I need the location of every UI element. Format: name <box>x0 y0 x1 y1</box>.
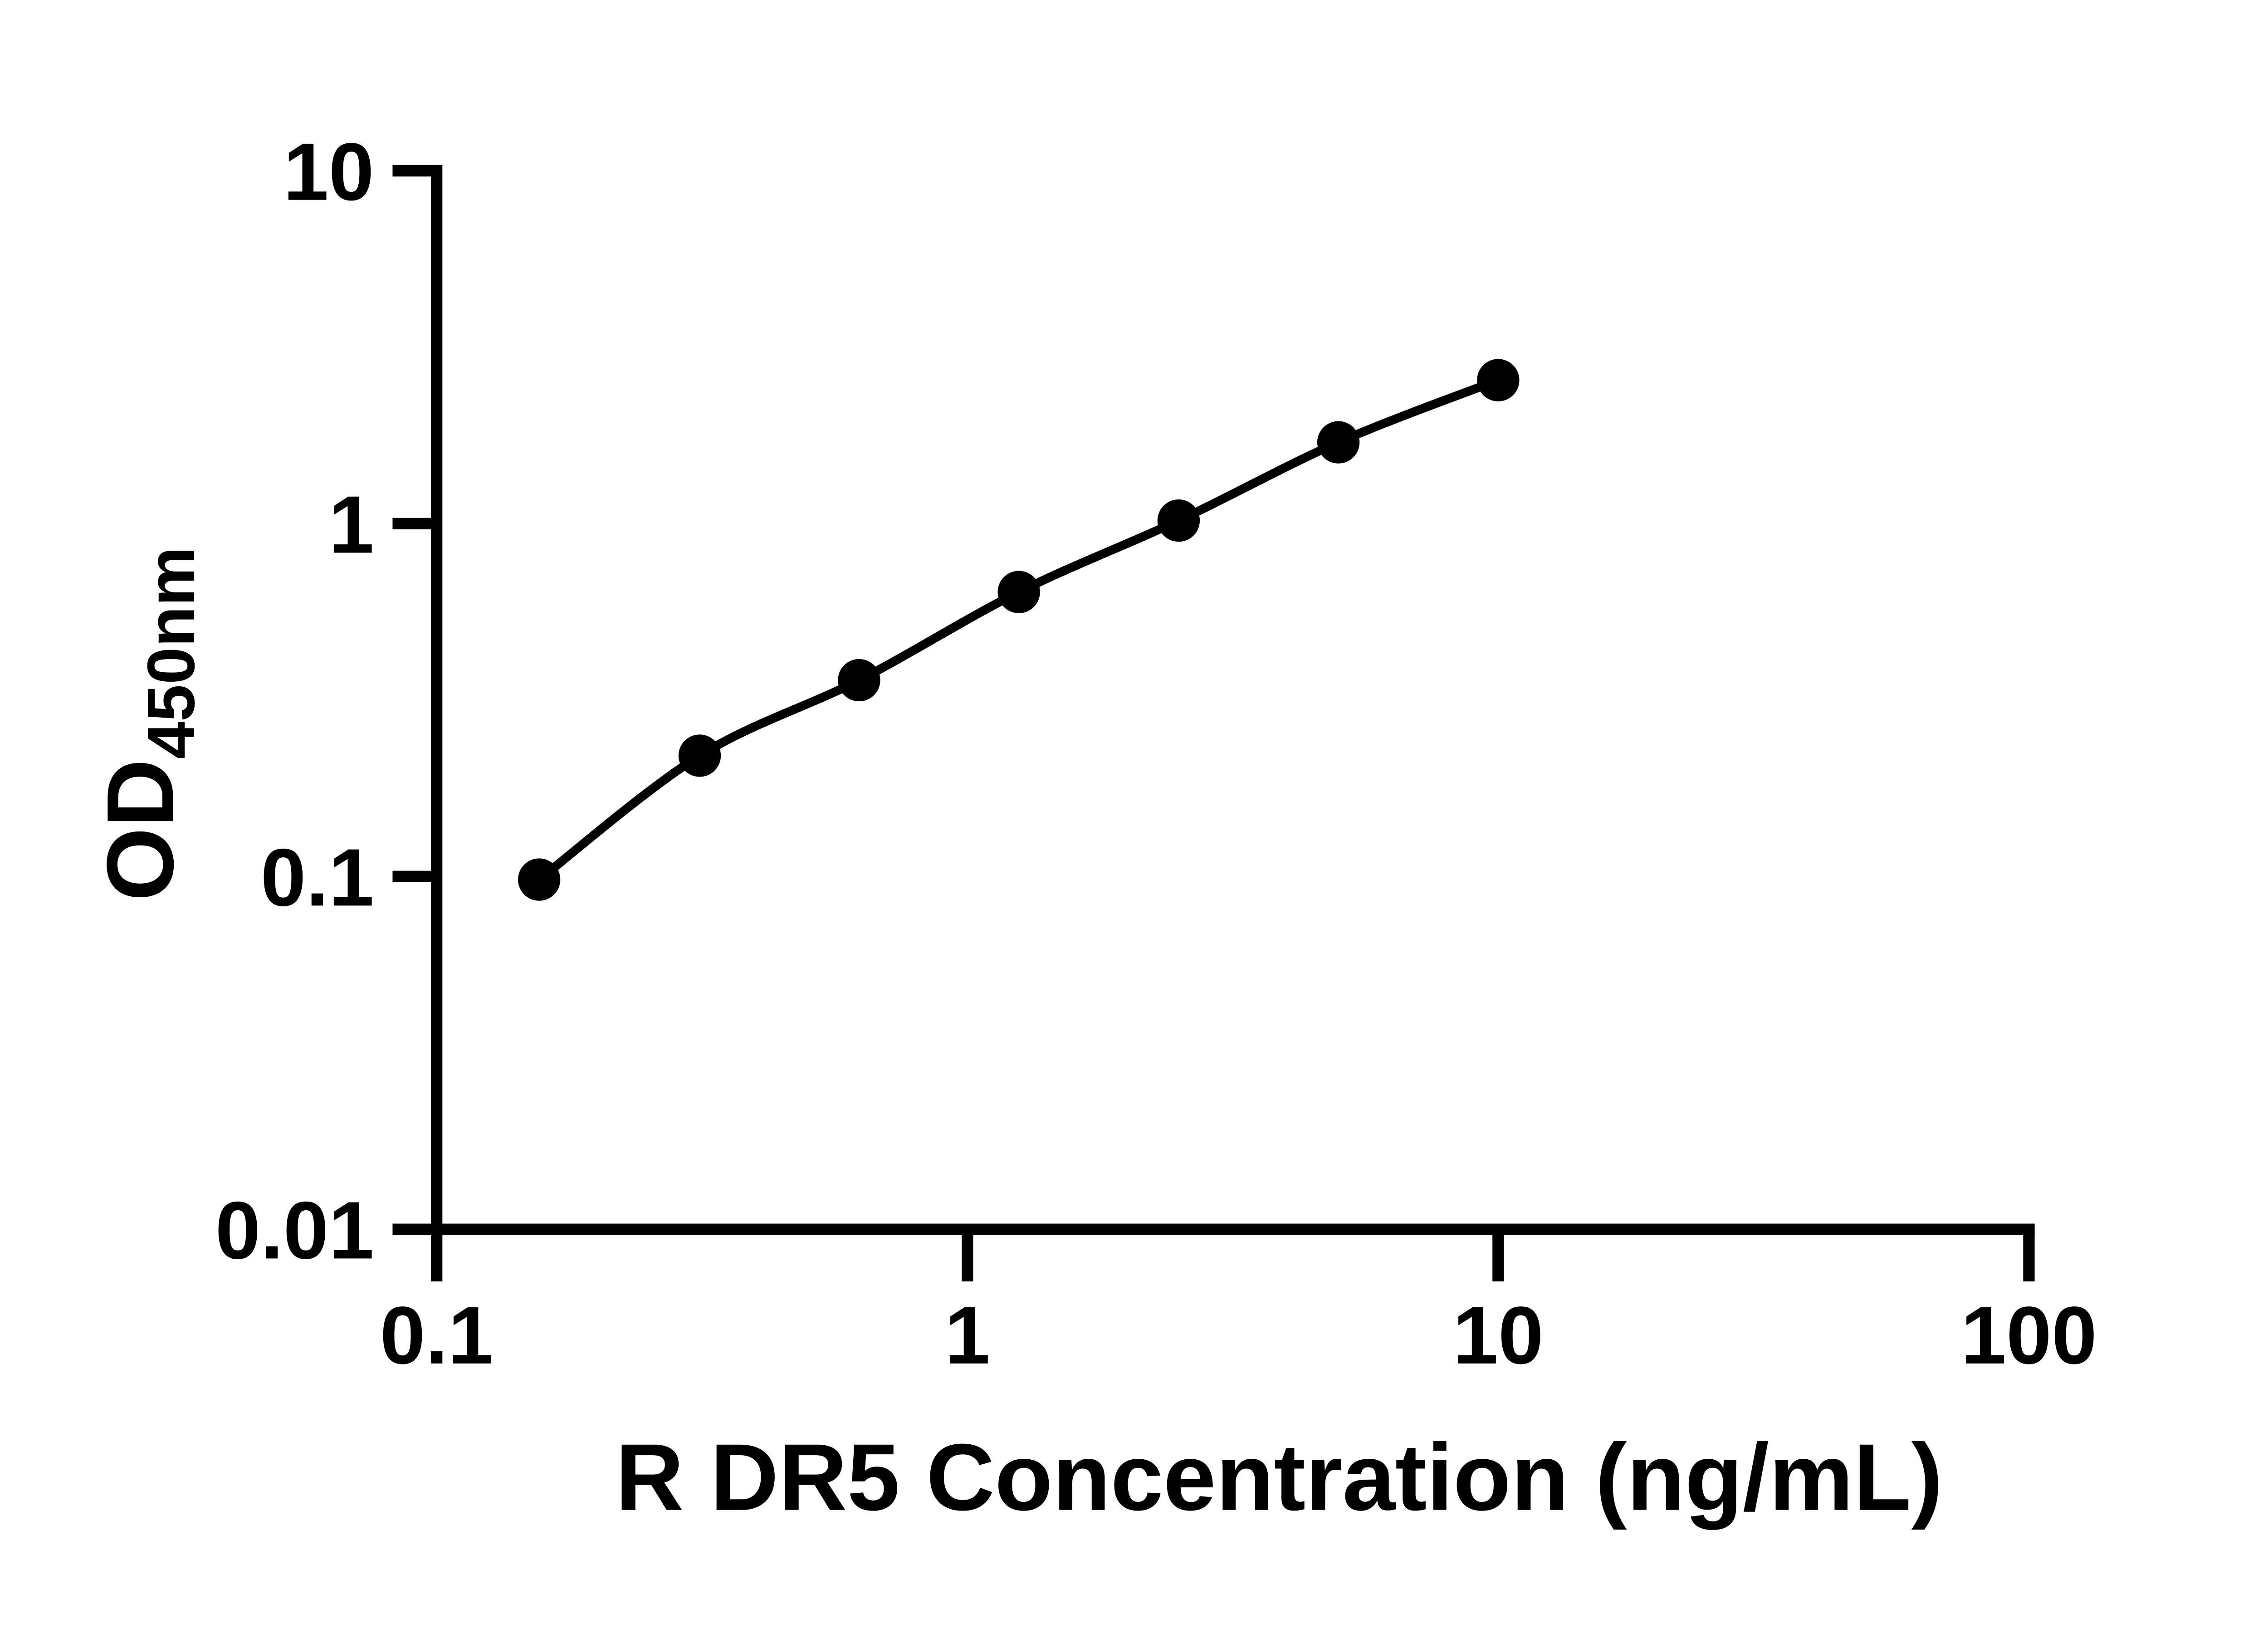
data-point-marker <box>1317 421 1360 464</box>
x-axis-ticks: 0.1 1 10 100 <box>380 1229 2097 1381</box>
y-axis-title: OD450nm <box>88 547 209 901</box>
y-tick-label: 1 <box>329 479 374 571</box>
data-point-marker <box>1477 359 1520 401</box>
axes <box>431 165 2035 1235</box>
data-point-marker <box>678 734 721 777</box>
data-point-marker <box>1157 499 1200 542</box>
data-point-marker <box>838 659 880 702</box>
x-axis-title: R DR5 Concentration (ng/mL) <box>616 1425 1943 1530</box>
data-point-marker <box>997 571 1040 613</box>
x-tick-label: 10 <box>1453 1290 1544 1381</box>
data-point-marker <box>518 858 561 901</box>
y-axis-title-subscript: 450nm <box>134 547 209 759</box>
y-tick-label: 0.01 <box>215 1185 374 1276</box>
y-axis-title-main: OD <box>88 759 193 901</box>
x-tick-label: 100 <box>1961 1290 2097 1381</box>
y-axis-ticks: 10 1 0.1 0.01 <box>215 127 437 1276</box>
y-tick-label: 0.1 <box>261 832 374 923</box>
y-tick-label: 10 <box>284 127 374 218</box>
data-points <box>518 359 1520 901</box>
x-tick-label: 1 <box>945 1290 990 1381</box>
x-tick-label: 0.1 <box>380 1290 494 1381</box>
